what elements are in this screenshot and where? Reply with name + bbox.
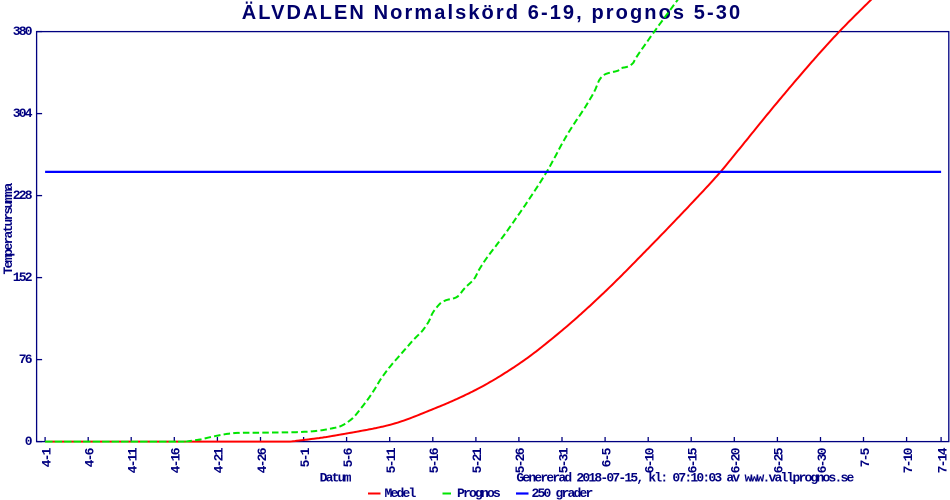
svg-text:Datum: Datum — [320, 471, 352, 486]
svg-text:6-15: 6-15 — [686, 447, 701, 473]
svg-text:5-1: 5-1 — [298, 447, 313, 467]
svg-text:380: 380 — [13, 24, 33, 39]
svg-text:ÄLVDALEN Normalskörd 6-19, pro: ÄLVDALEN Normalskörd 6-19, prognos 5-30 — [242, 1, 743, 24]
svg-text:Genererad 2018-07-15, kl: 07:1: Genererad 2018-07-15, kl: 07:10:03 av ww… — [516, 471, 854, 486]
svg-text:4-26: 4-26 — [255, 447, 270, 473]
svg-text:4-1: 4-1 — [39, 447, 54, 467]
svg-text:228: 228 — [13, 188, 33, 203]
svg-text:5-16: 5-16 — [427, 447, 442, 473]
svg-text:4-16: 4-16 — [169, 447, 184, 473]
svg-text:5-21: 5-21 — [470, 447, 485, 473]
svg-text:5-11: 5-11 — [384, 447, 399, 473]
svg-text:5-6: 5-6 — [341, 447, 356, 467]
svg-text:4-11: 4-11 — [126, 447, 141, 473]
svg-text:250 grader: 250 grader — [532, 486, 593, 500]
svg-text:7-5: 7-5 — [858, 447, 873, 467]
svg-text:7-10: 7-10 — [901, 447, 916, 473]
svg-text:4-6: 4-6 — [83, 447, 98, 467]
svg-text:Medel: Medel — [385, 486, 417, 500]
svg-text:Prognos: Prognos — [457, 486, 501, 500]
svg-text:152: 152 — [13, 270, 33, 285]
svg-text:0: 0 — [25, 434, 33, 449]
svg-text:5-26: 5-26 — [513, 447, 528, 473]
svg-text:7-14: 7-14 — [935, 447, 950, 473]
svg-text:76: 76 — [19, 352, 33, 367]
svg-text:5-31: 5-31 — [556, 447, 571, 473]
svg-text:304: 304 — [13, 106, 33, 121]
svg-text:6-25: 6-25 — [772, 447, 787, 473]
svg-text:6-30: 6-30 — [815, 447, 830, 473]
svg-text:6-5: 6-5 — [599, 447, 614, 467]
svg-text:6-20: 6-20 — [729, 447, 744, 473]
svg-text:6-10: 6-10 — [643, 447, 658, 473]
svg-text:Temperatursumma: Temperatursumma — [1, 182, 16, 274]
svg-text:4-21: 4-21 — [212, 447, 227, 473]
